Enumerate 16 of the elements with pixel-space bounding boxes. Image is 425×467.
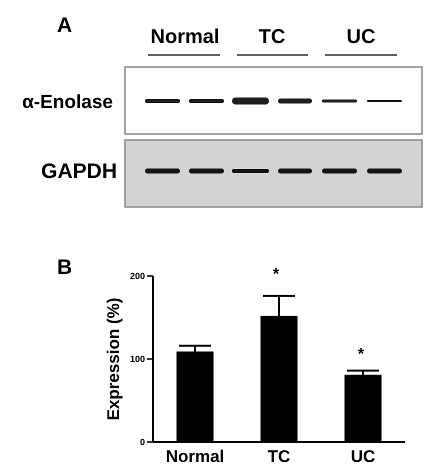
annotation: * (272, 266, 280, 283)
y-tick-label: 0 (140, 437, 145, 448)
text: A (57, 14, 72, 37)
text: UC (346, 26, 376, 48)
text: GAPDH (41, 160, 117, 183)
text: Normal (150, 26, 220, 48)
y-axis-title: Expression (%) (104, 298, 122, 420)
y-tick-label: 200 (130, 271, 145, 282)
text: TC (258, 26, 286, 48)
annotation: * (358, 346, 365, 363)
x-tick-label: Normal (166, 447, 224, 466)
x-tick-label: UC (350, 447, 376, 466)
text: α-Enolase (22, 92, 113, 113)
text: B (57, 256, 72, 279)
x-tick-label: TC (268, 447, 290, 466)
y-tick-label: 100 (130, 354, 145, 364)
